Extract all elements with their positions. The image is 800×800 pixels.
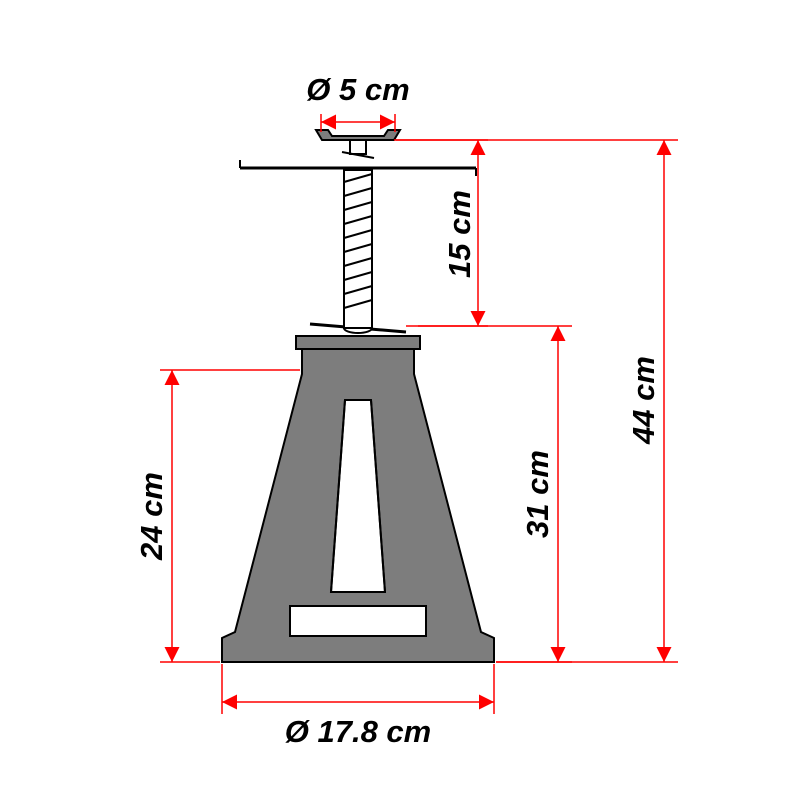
label-base-height-left: 24 cm	[134, 472, 169, 561]
diagram-container: Ø 5 cm 15 cm 24 cm 31 cm 44 cm Ø 17.8 cm	[0, 0, 800, 800]
label-top-diameter: Ø 5 cm	[306, 72, 409, 107]
collar-plate	[296, 336, 420, 349]
label-mid-height: 31 cm	[520, 450, 555, 538]
label-base-diameter: Ø 17.8 cm	[285, 714, 431, 749]
diagram-svg: Ø 5 cm 15 cm 24 cm 31 cm 44 cm Ø 17.8 cm	[0, 0, 800, 800]
top-saddle	[316, 130, 400, 158]
stand-bottom-cutout	[290, 606, 426, 636]
label-screw-height: 15 cm	[442, 190, 477, 278]
threaded-screw	[344, 170, 372, 328]
dim-base-diameter	[222, 664, 494, 714]
label-total-height: 44 cm	[626, 356, 661, 445]
dim-top-diameter	[321, 114, 395, 132]
